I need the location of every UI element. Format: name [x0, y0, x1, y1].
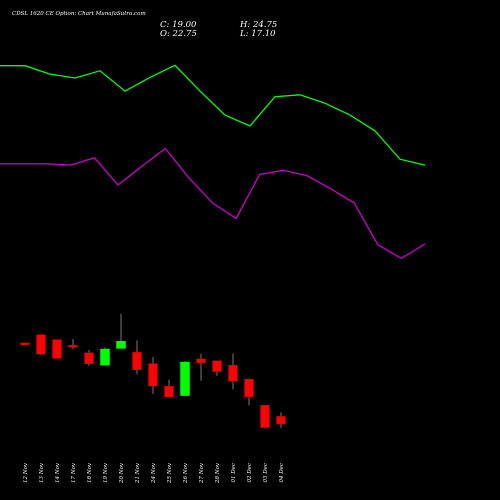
- candle-body-down: [84, 352, 94, 365]
- candle-body-up: [100, 348, 110, 366]
- candle: [148, 357, 158, 394]
- candle: [132, 340, 142, 375]
- close-value: C: 19.00: [160, 20, 197, 30]
- candle: [212, 360, 222, 376]
- candle-body-down: [228, 364, 238, 382]
- candle: [116, 313, 126, 349]
- candle-body-down: [132, 351, 142, 370]
- candle: [68, 338, 78, 350]
- candle: [276, 412, 286, 428]
- candle: [20, 342, 30, 346]
- candle: [100, 347, 110, 366]
- x-tick-label: 28 Nov: [215, 462, 221, 484]
- x-axis-labels: 12 Nov 13 Nov 14 Nov 17 Nov 18 Nov 19 Nov 20 N…: [23, 462, 285, 484]
- x-tick-label: 04 Dec: [279, 463, 285, 483]
- x-tick-label: 17 Nov: [71, 462, 77, 483]
- low-value: L: 17.10: [240, 29, 276, 39]
- candle-body-down: [260, 404, 270, 428]
- candle-body-down: [52, 339, 62, 359]
- candlesticks: [20, 313, 286, 429]
- candle-body-up: [180, 361, 190, 396]
- x-tick-label: 13 Nov: [39, 462, 45, 483]
- upper-band-line: [0, 64, 426, 166]
- x-tick-label: 27 Nov: [199, 462, 205, 484]
- x-tick-label: 18 Nov: [87, 462, 93, 483]
- candle: [84, 350, 94, 367]
- candle-body-down: [276, 416, 286, 425]
- x-tick-label: 25 Nov: [167, 462, 173, 484]
- x-tick-label: 03 Dec: [263, 463, 269, 483]
- x-tick-label: 12 Nov: [23, 462, 29, 483]
- candle: [36, 334, 46, 355]
- candle: [260, 404, 270, 429]
- x-tick-label: 24 Nov: [151, 462, 157, 484]
- x-tick-label: 01 Dec: [231, 463, 237, 483]
- candle-body-down: [164, 385, 174, 398]
- candle-body-down: [212, 360, 222, 372]
- candle-body-down: [244, 378, 254, 398]
- x-tick-label: 19 Nov: [103, 462, 109, 483]
- high-value: H: 24.75: [240, 20, 278, 30]
- x-tick-label: 20 Nov: [119, 462, 125, 484]
- x-tick-label: 26 Nov: [183, 462, 189, 484]
- x-tick-label: 02 Dec: [247, 463, 253, 483]
- candle: [228, 353, 238, 390]
- candle: [52, 339, 62, 359]
- candle: [196, 353, 206, 381]
- open-value: O: 22.75: [160, 29, 197, 39]
- candle-body-down: [196, 358, 206, 364]
- candle-body-down: [20, 342, 30, 346]
- candle: [164, 379, 174, 398]
- indicator-lines: [0, 64, 426, 260]
- lower-band-line: [0, 147, 426, 260]
- candle: [180, 360, 190, 396]
- x-tick-label: 21 Nov: [135, 462, 141, 484]
- candle-body-down: [68, 344, 78, 348]
- x-tick-label: 14 Nov: [55, 462, 61, 483]
- candle: [244, 378, 254, 406]
- chart-title: CDSL 1620 CE Option: Chart MunafaSutra.c…: [12, 11, 146, 17]
- candle-body-up: [116, 340, 126, 349]
- candle-body-down: [36, 334, 46, 355]
- candle-body-down: [148, 363, 158, 387]
